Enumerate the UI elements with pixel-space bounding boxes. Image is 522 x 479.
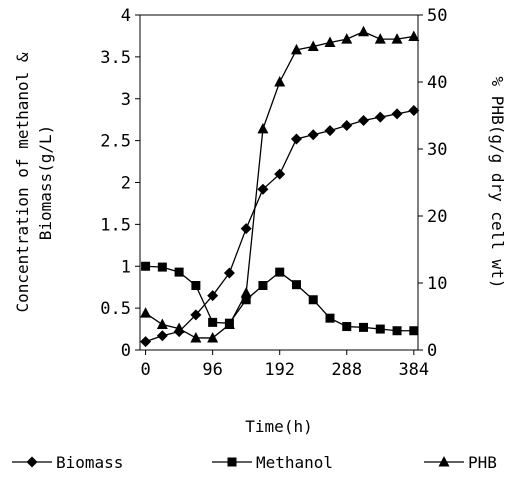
- x-tick-label: 384: [398, 360, 429, 380]
- methanol-point: [174, 267, 184, 277]
- y-right-tick-label: 0: [427, 341, 437, 361]
- biomass-series-line: [145, 109, 414, 343]
- biomass-point: [307, 129, 319, 141]
- y-left-axis-title: Concentration of methanol &: [13, 52, 32, 312]
- biomass-point: [257, 183, 269, 195]
- y-right-tick-label: 10: [427, 274, 447, 294]
- methanol-point: [375, 324, 385, 334]
- phb-point: [140, 307, 152, 318]
- legend-methanol-label: Methanol: [256, 453, 333, 472]
- y-right-tick-label: 30: [427, 140, 447, 160]
- methanol-point: [275, 267, 285, 277]
- x-tick-label: 288: [331, 360, 362, 380]
- plot-frame: [139, 14, 419, 351]
- x-tick-label: 192: [264, 360, 295, 380]
- methanol-point: [141, 261, 151, 271]
- y-left-tick-label: 1: [121, 257, 131, 277]
- y-left-axis-title: Biomass(g/L): [36, 125, 55, 241]
- biomass-point: [374, 111, 386, 123]
- biomass-point: [324, 125, 336, 137]
- y-left-tick-label: 2.5: [100, 132, 131, 152]
- methanol-point: [359, 322, 369, 332]
- y-left-tick-label: 0.5: [100, 299, 131, 319]
- y-right-tick-label: 20: [427, 207, 447, 227]
- legend-phb-marker: [438, 456, 450, 467]
- methanol-point: [325, 313, 335, 323]
- x-tick-label: 0: [140, 360, 150, 380]
- biomass-point: [391, 108, 403, 120]
- phb-point: [240, 287, 252, 298]
- y-right-tick-label: 40: [427, 73, 447, 93]
- y-left-tick-label: 0: [121, 341, 131, 361]
- methanol-point: [208, 317, 218, 327]
- biomass-point: [223, 267, 235, 279]
- x-axis-title: Time(h): [245, 417, 312, 436]
- y-left-tick-label: 2: [121, 174, 131, 194]
- x-tick-label: 96: [202, 360, 222, 380]
- phb-point: [223, 318, 235, 330]
- y-left-tick-label: 3: [121, 90, 131, 110]
- legend-methanol-marker: [227, 457, 237, 467]
- phb-point: [408, 30, 420, 41]
- y-left-tick-label: 4: [121, 6, 131, 26]
- phb-point: [274, 76, 286, 87]
- methanol-point: [409, 326, 419, 336]
- phb-point: [307, 40, 319, 51]
- methanol-point: [342, 322, 352, 332]
- biomass-point: [274, 168, 286, 180]
- biomass-point: [240, 223, 252, 235]
- biomass-point: [190, 309, 202, 321]
- legend-phb-label: PHB: [468, 453, 497, 472]
- methanol-point: [191, 281, 201, 291]
- legend-biomass-marker: [26, 456, 38, 468]
- phb-point: [391, 33, 403, 44]
- biomass-point: [156, 330, 168, 342]
- biomass-point: [207, 290, 219, 302]
- methanol-point: [291, 280, 301, 290]
- phb-point: [341, 33, 353, 44]
- methanol-point: [392, 326, 402, 336]
- phb-point: [207, 331, 219, 343]
- methanol-point: [241, 295, 251, 305]
- methanol-point: [308, 295, 318, 305]
- methanol-point: [157, 262, 167, 272]
- phb-point: [358, 25, 370, 37]
- biomass-point: [341, 120, 353, 132]
- biomass-point: [290, 133, 302, 145]
- y-left-tick-label: 1.5: [100, 215, 131, 235]
- y-right-axis-title: % PHB(g/g dry cell wt): [488, 77, 507, 289]
- phb-point: [257, 122, 269, 134]
- legend-biomass-label: Biomass: [56, 453, 123, 472]
- phb-point: [324, 36, 336, 47]
- phb-point: [156, 318, 168, 330]
- phb-point: [290, 43, 302, 55]
- biomass-point: [140, 336, 152, 348]
- methanol-point: [258, 281, 268, 291]
- y-left-tick-label: 3.5: [100, 48, 131, 68]
- biomass-point: [408, 104, 420, 116]
- phb-point: [190, 331, 202, 343]
- phb-point: [173, 322, 185, 334]
- y-right-tick-label: 50: [427, 6, 447, 26]
- phb-point: [374, 33, 386, 44]
- biomass-point: [358, 115, 370, 127]
